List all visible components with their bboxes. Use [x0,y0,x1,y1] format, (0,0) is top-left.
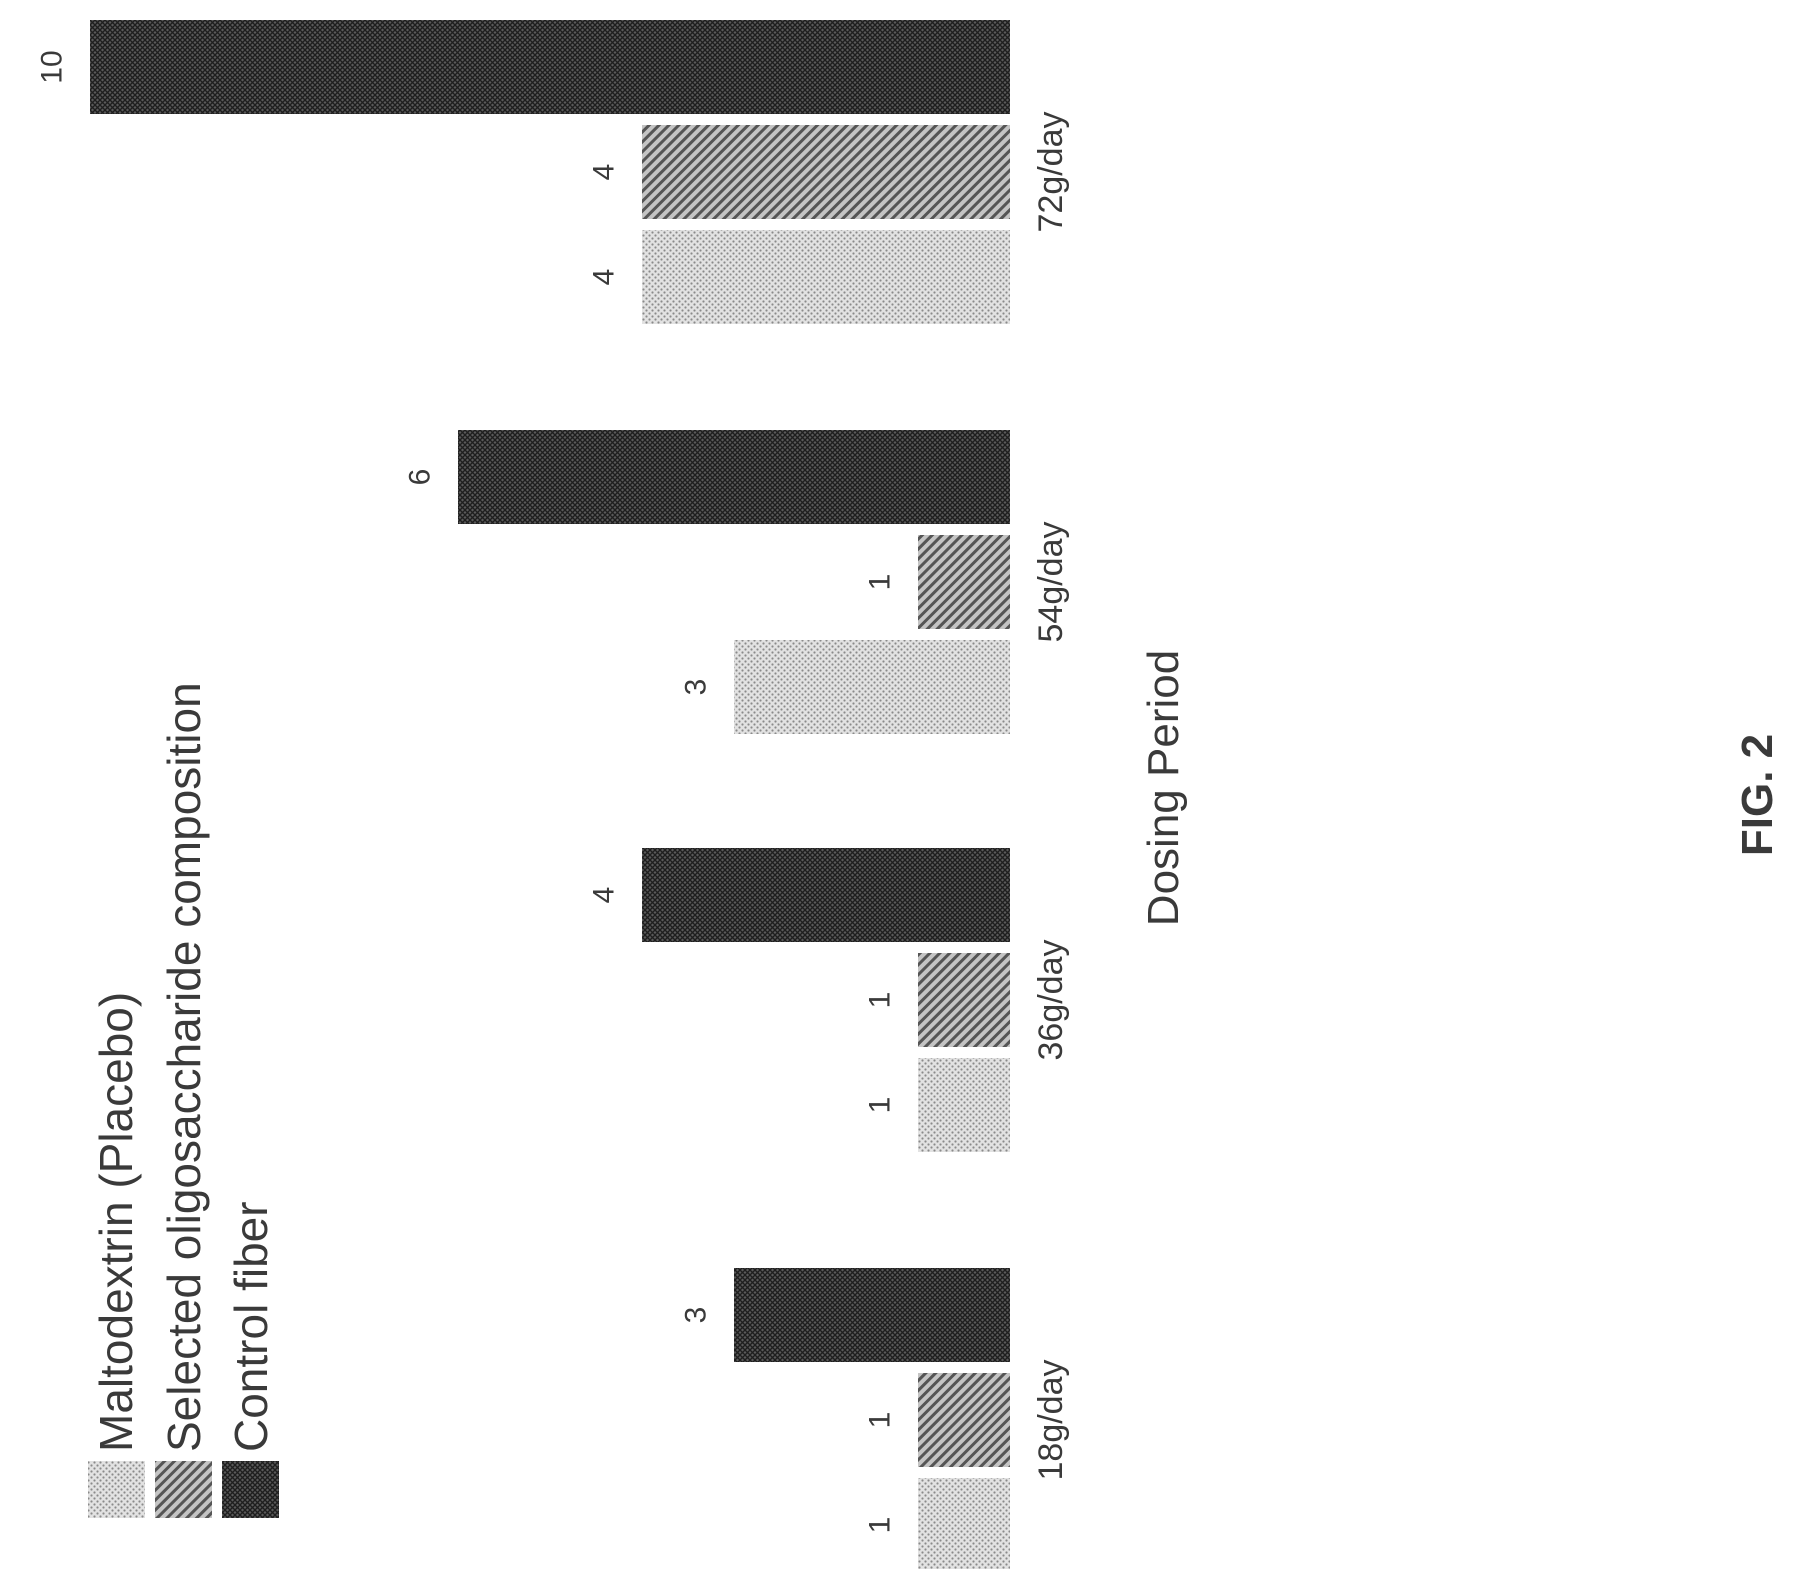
category-label-36g-day: 36g/day [1032,940,1070,1061]
data-label-maltodextrin-72g-day: 4 [588,269,621,286]
bar-maltodextrin-18g-day [918,1478,1010,1569]
bar-selected-oligosaccharide-54g-day [918,535,1010,629]
data-label-control-fiber-72g-day: 10 [36,50,69,83]
bar-control-fiber-72g-day [90,20,1010,114]
data-label-control-fiber-54g-day: 6 [404,469,437,486]
bar-control-fiber-36g-day [642,848,1010,942]
data-label-selected-oligosaccharide-36g-day: 1 [864,992,897,1009]
legend: Maltodextrin (Placebo) Selected oligosac… [88,682,279,1518]
data-label-selected-oligosaccharide-54g-day: 1 [864,574,897,591]
legend-swatch-selected-oligosaccharide [155,1461,212,1518]
legend-label-maltodextrin: Maltodextrin (Placebo) [90,992,142,1452]
bar-selected-oligosaccharide-36g-day [918,953,1010,1047]
category-labels: 18g/day 36g/day 54g/day 72g/day [1032,112,1070,1481]
category-label-54g-day: 54g/day [1032,522,1070,643]
legend-item-selected-oligosaccharide: Selected oligosaccharide composition [155,682,212,1518]
data-label-selected-oligosaccharide-72g-day: 4 [588,164,621,181]
category-label-18g-day: 18g/day [1032,1360,1070,1481]
bar-control-fiber-18g-day [734,1268,1010,1362]
bar-maltodextrin-36g-day [918,1058,1010,1152]
legend-swatch-control-fiber [222,1461,279,1518]
bars-layer: 1 1 3 1 1 4 3 1 6 4 4 10 [36,20,1010,1569]
data-label-control-fiber-18g-day: 3 [680,1307,713,1324]
data-label-maltodextrin-18g-day: 1 [864,1517,897,1534]
axis-label-dosing-period: Dosing Period [1139,650,1188,926]
bar-control-fiber-54g-day [458,430,1010,524]
data-label-control-fiber-36g-day: 4 [588,887,621,904]
legend-item-control-fiber: Control fiber [222,1201,279,1518]
legend-label-control-fiber: Control fiber [225,1201,277,1452]
data-label-selected-oligosaccharide-18g-day: 1 [864,1412,897,1429]
data-label-maltodextrin-54g-day: 3 [680,679,713,696]
bar-maltodextrin-72g-day [642,230,1010,324]
data-label-maltodextrin-36g-day: 1 [864,1097,897,1114]
figure-label: FIG. 2 [1733,734,1782,856]
bar-selected-oligosaccharide-18g-day [918,1373,1010,1467]
legend-swatch-maltodextrin [88,1461,145,1518]
legend-item-maltodextrin: Maltodextrin (Placebo) [88,992,145,1518]
bar-maltodextrin-54g-day [734,640,1010,734]
bar-selected-oligosaccharide-72g-day [642,125,1010,219]
legend-label-selected-oligosaccharide: Selected oligosaccharide composition [158,682,210,1452]
category-label-72g-day: 72g/day [1032,112,1070,233]
